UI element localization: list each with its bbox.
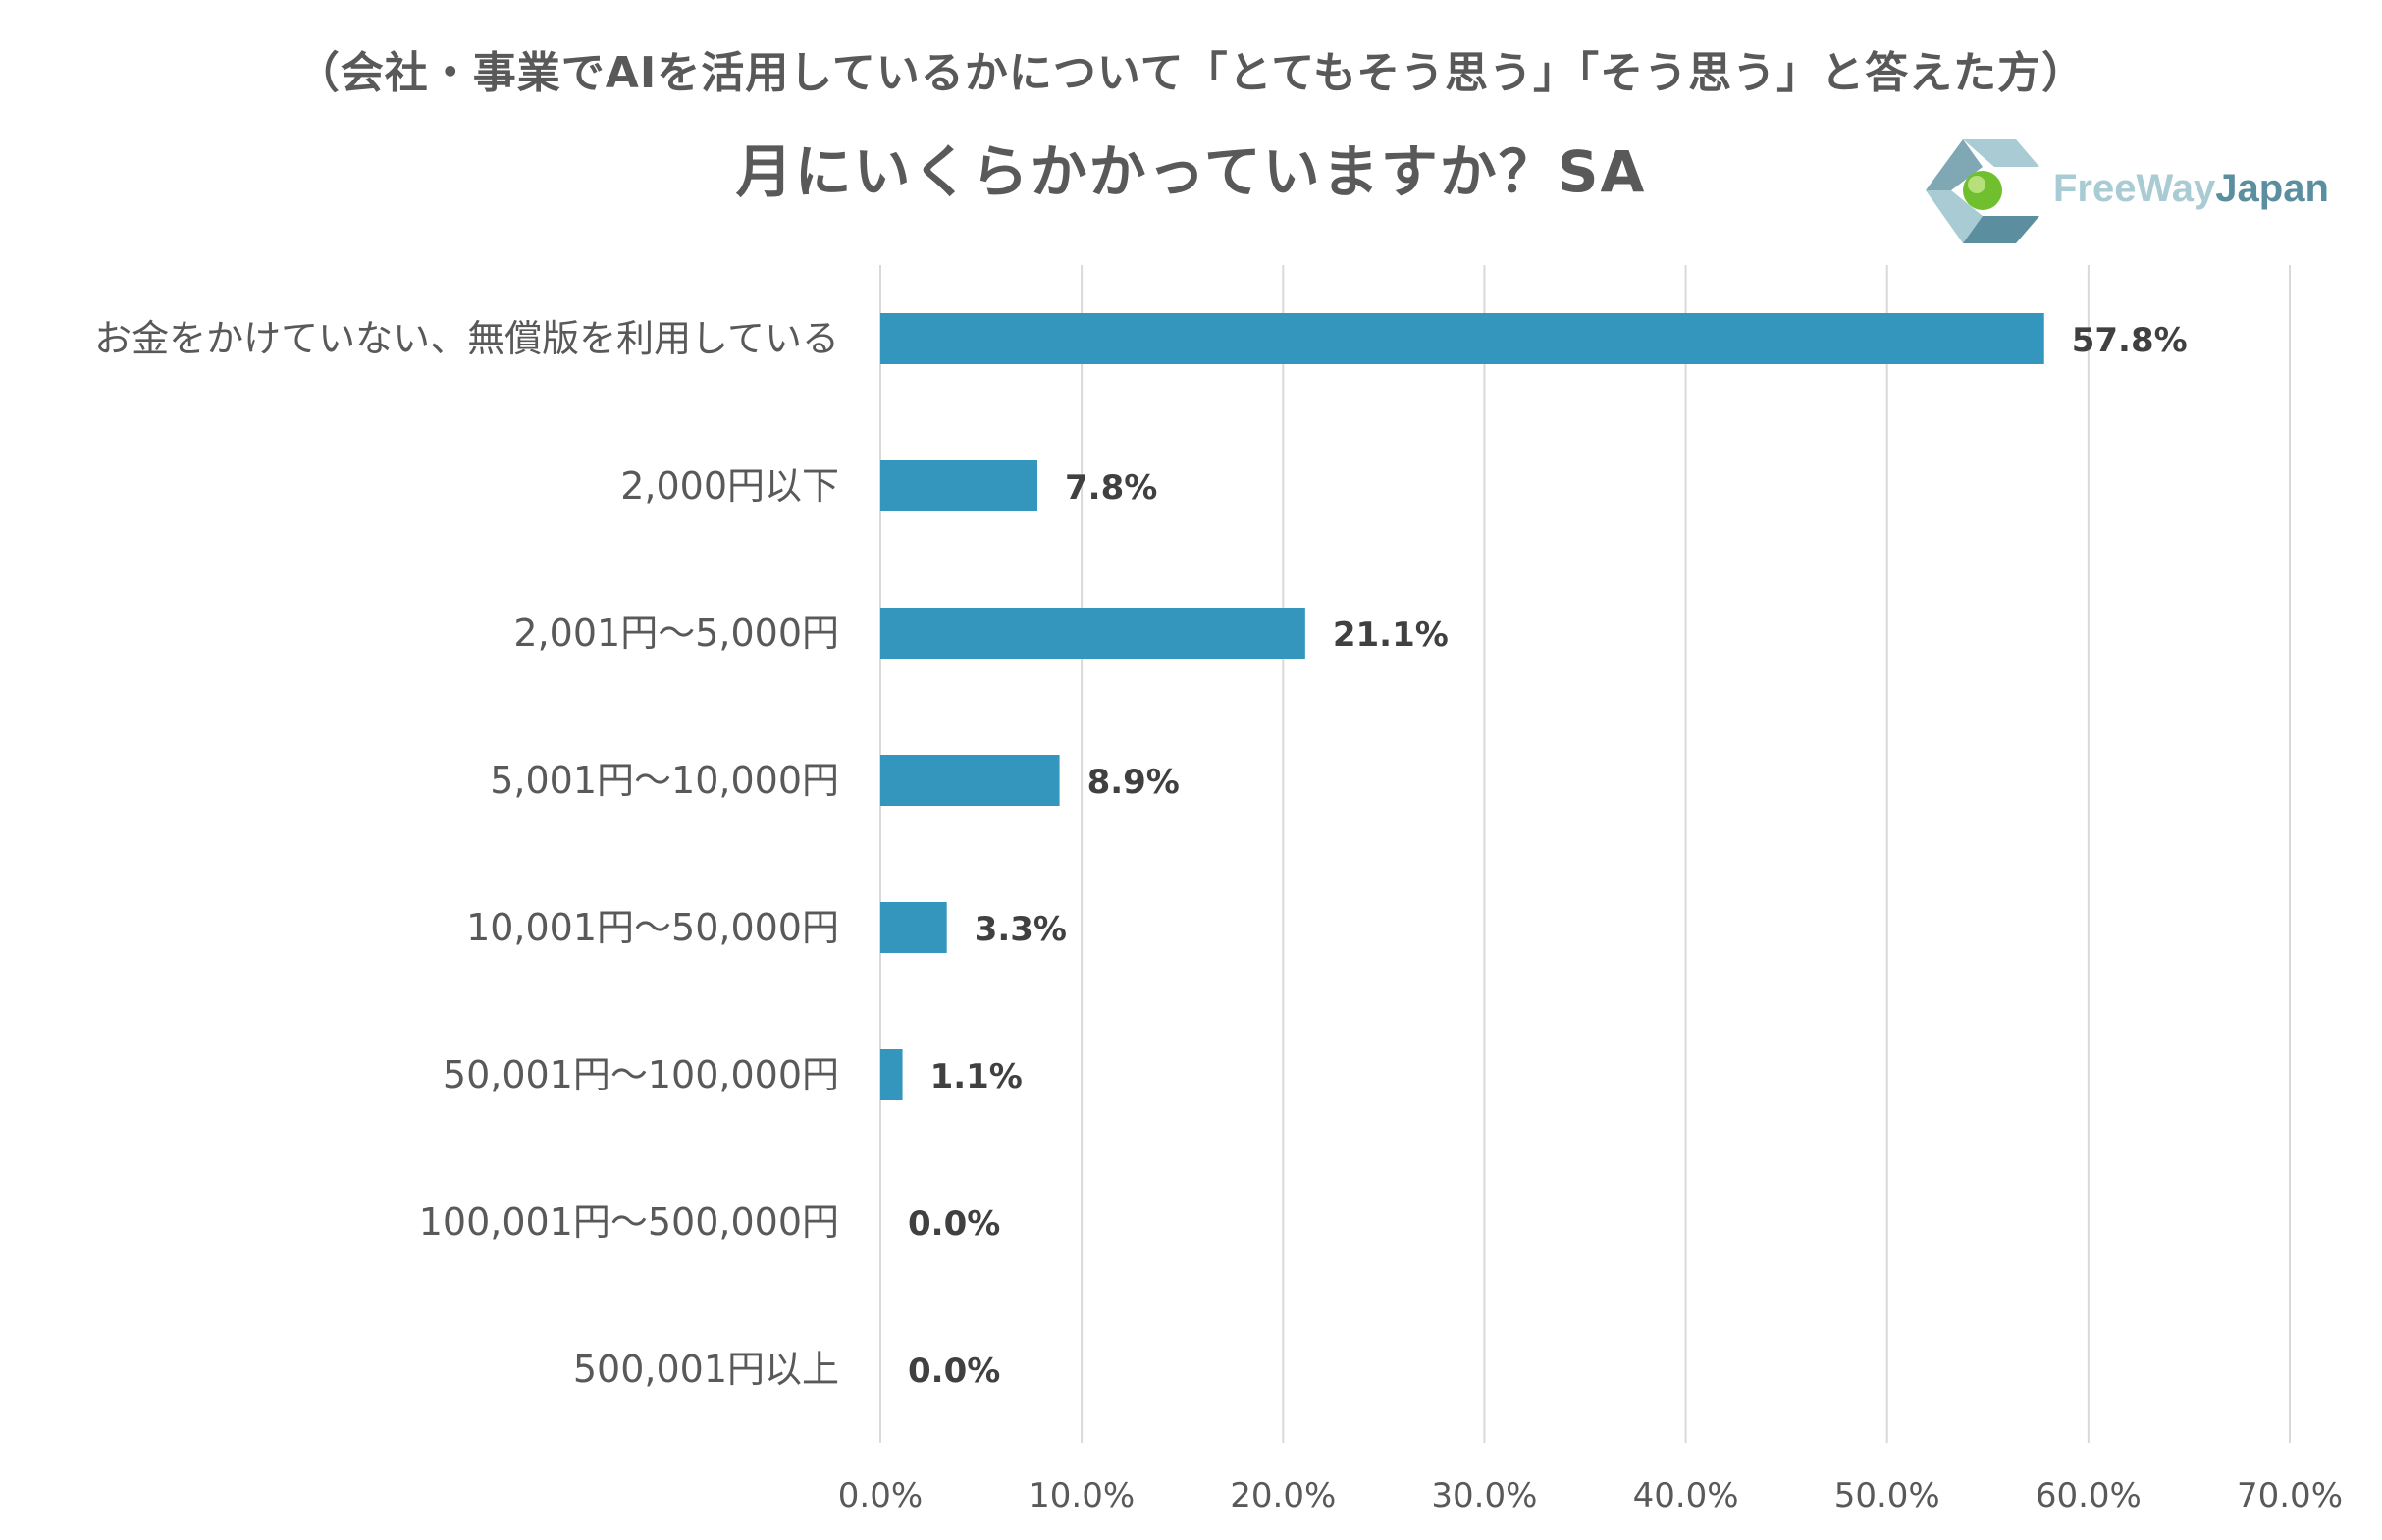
x-tick-label: 30.0% — [1431, 1476, 1537, 1515]
data-label: 7.8% — [1065, 468, 1157, 507]
data-label: 21.1% — [1333, 615, 1449, 655]
chart-title: 月にいくらかかっていますか？SA — [735, 138, 1647, 205]
x-tick-label: 60.0% — [2036, 1476, 2142, 1515]
category-label: 10,001円～50,000円 — [466, 906, 839, 949]
x-tick-label: 20.0% — [1230, 1476, 1336, 1515]
category-label: 5,001円～10,000円 — [490, 759, 839, 802]
bar — [880, 460, 1038, 511]
data-label: 8.9% — [1087, 763, 1180, 802]
x-tick-label: 70.0% — [2237, 1476, 2343, 1515]
category-label: 500,001円以上 — [573, 1348, 839, 1391]
data-label: 3.3% — [975, 910, 1067, 949]
x-tick-label: 0.0% — [838, 1476, 923, 1515]
logo-mark-icon — [1926, 139, 2039, 243]
bar — [880, 755, 1060, 806]
x-tick-label: 50.0% — [1834, 1476, 1940, 1515]
bar — [880, 608, 1305, 659]
data-label: 0.0% — [908, 1352, 1000, 1391]
bar — [880, 1049, 903, 1100]
x-tick-label: 40.0% — [1633, 1476, 1739, 1515]
logo-text-freeway: FreeWay — [2053, 167, 2216, 210]
category-label: 2,000円以下 — [620, 464, 839, 507]
chart-subtitle: （会社・事業でAIを活用しているかについて「とてもそう思う」「そう思う」と答えた… — [295, 48, 2087, 98]
logo-text: FreeWayJapan — [2053, 167, 2329, 211]
freewayjapan-logo: FreeWayJapan — [1926, 137, 2338, 245]
data-label: 0.0% — [908, 1204, 1000, 1244]
bar — [880, 313, 2044, 364]
logo-text-japan: Japan — [2215, 167, 2329, 210]
x-tick-label: 10.0% — [1029, 1476, 1135, 1515]
data-label: 1.1% — [930, 1057, 1023, 1096]
category-label: 100,001円～500,000円 — [419, 1200, 839, 1244]
data-label: 57.8% — [2072, 321, 2188, 360]
category-label: お金をかけていない、無償版を利用している — [94, 317, 839, 360]
category-label: 2,001円～5,000円 — [513, 611, 839, 655]
bar — [880, 902, 947, 953]
category-label: 50,001円～100,000円 — [443, 1053, 839, 1096]
